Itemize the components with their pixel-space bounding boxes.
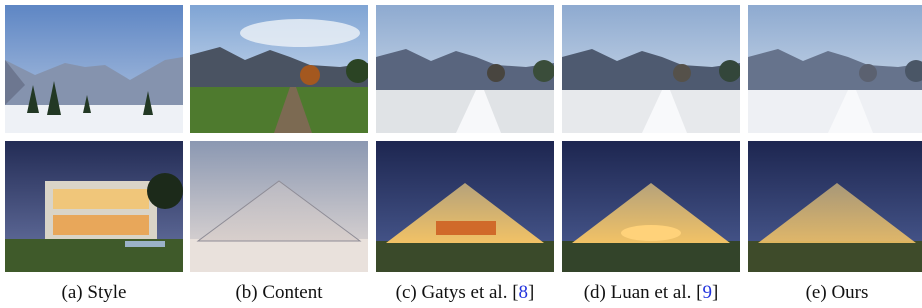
- ours-pyramid: [748, 141, 922, 272]
- content-landscape: [190, 5, 370, 133]
- caption: (b) Content: [235, 282, 323, 303]
- caption-text: ]: [528, 282, 534, 303]
- gatys-pyramid: [376, 141, 554, 272]
- ours-landscape: [748, 5, 922, 133]
- luan-pyramid: [562, 141, 740, 272]
- caption-text: (e) Ours: [806, 282, 869, 303]
- caption-text: (b) Content: [235, 282, 323, 303]
- citation[interactable]: 8: [519, 282, 529, 303]
- caption-text: (d) Luan et al. [: [584, 282, 703, 303]
- captions: (a) Style (b) Content (c) Gatys et al. [8]…: [62, 282, 869, 303]
- caption-text: (c) Gatys et al. [: [396, 282, 519, 303]
- figure: (a) Style (b) Content (c) Gatys et al. [8]…: [0, 0, 922, 308]
- gatys-landscape: [376, 5, 555, 133]
- caption: (c) Gatys et al. [8]: [396, 282, 535, 303]
- citation[interactable]: 9: [702, 282, 712, 303]
- style-landscape: [5, 5, 183, 133]
- luan-landscape: [562, 5, 741, 133]
- caption: (d) Luan et al. [9]: [584, 282, 719, 303]
- caption: (e) Ours: [806, 282, 869, 303]
- caption: (a) Style: [62, 282, 127, 303]
- style-house: [5, 141, 183, 272]
- caption-text: (a) Style: [62, 282, 127, 303]
- caption-text: ]: [712, 282, 718, 303]
- content-pyramid: [190, 141, 368, 272]
